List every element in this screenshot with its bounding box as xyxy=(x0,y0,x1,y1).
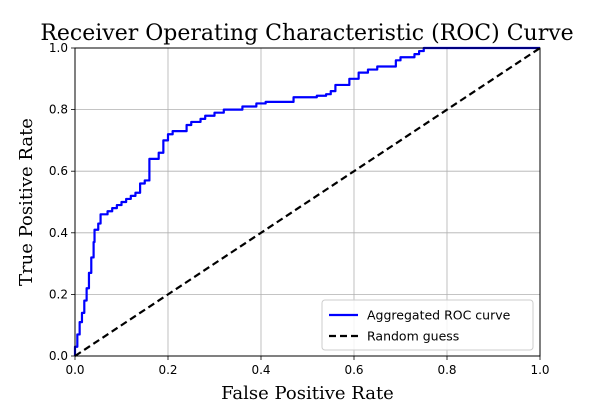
legend-box xyxy=(321,299,534,351)
y-tick-label: 0.2 xyxy=(49,287,68,301)
y-tick-label: 0.4 xyxy=(49,226,68,240)
chart-title: Receiver Operating Characteristic (ROC) … xyxy=(40,21,573,46)
legend-label: Aggregated ROC curve xyxy=(367,308,511,323)
plot-frame xyxy=(74,47,541,357)
x-tick-label: 1.0 xyxy=(530,363,549,377)
x-tick-label: 0.0 xyxy=(65,363,84,377)
y-axis-label: True Positive Rate xyxy=(16,118,37,286)
x-tick-label: 0.2 xyxy=(158,363,177,377)
series-layer xyxy=(73,46,541,357)
x-tick-label: 0.6 xyxy=(344,363,363,377)
random-guess-line xyxy=(74,47,541,357)
x-tick-label: 0.8 xyxy=(437,363,456,377)
legend-label: Random guess xyxy=(367,329,459,344)
y-tick-label: 0.6 xyxy=(49,164,68,178)
roc-curve-line xyxy=(73,46,540,356)
y-tick-label: 0.0 xyxy=(49,349,68,363)
axis-ticks: 0.0 0.2 0.4 0.6 0.8 1.0 0.0 0.2 0.4 0.6 0.8 1.0 xyxy=(49,41,550,377)
legend: Aggregated ROC curve Random guess xyxy=(321,299,534,351)
y-tick-label: 1.0 xyxy=(49,41,68,55)
x-axis-label: False Positive Rate xyxy=(221,383,394,400)
y-tick-label: 0.8 xyxy=(49,103,68,117)
x-tick-label: 0.4 xyxy=(251,363,270,377)
